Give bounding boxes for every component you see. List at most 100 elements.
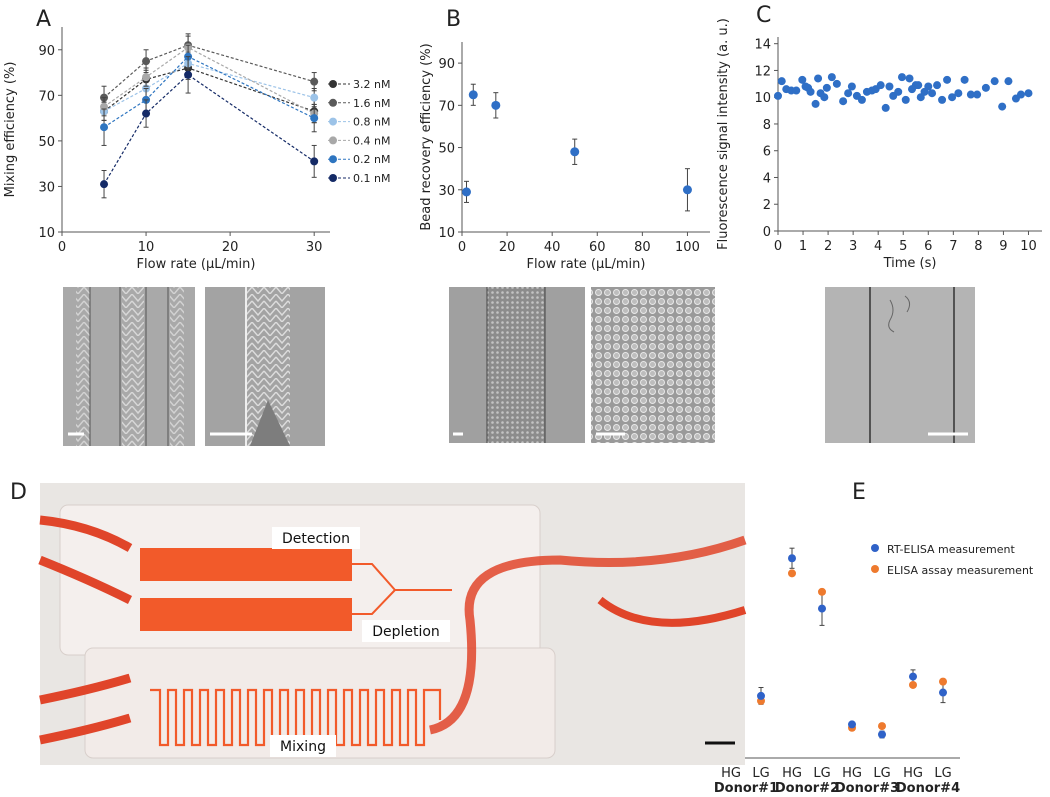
data-point bbox=[990, 77, 999, 86]
device-photo: Detection Depletion Mixing bbox=[38, 483, 747, 765]
data-point bbox=[876, 81, 885, 90]
data-point bbox=[928, 89, 937, 98]
chart-e-insulin: 02468101214Insulin conc. (nM)HGLGHGLGHGL… bbox=[651, 517, 1034, 796]
x-tick-label: 7 bbox=[949, 239, 957, 254]
x-tick-label: 20 bbox=[499, 240, 516, 255]
detection-chamber bbox=[140, 548, 352, 581]
x-tick-label: 6 bbox=[924, 239, 932, 254]
y-tick-label: 2 bbox=[763, 198, 771, 213]
x-tick-label: HG bbox=[903, 766, 923, 781]
data-point bbox=[142, 109, 151, 118]
y-tick-label: 70 bbox=[38, 89, 55, 104]
x-tick-label: 0 bbox=[458, 240, 466, 255]
data-point bbox=[857, 95, 866, 104]
x-tick-label: LG bbox=[934, 766, 951, 781]
data-point bbox=[897, 73, 906, 82]
x-tick-label: LG bbox=[813, 766, 830, 781]
micrograph-a-left bbox=[63, 287, 195, 446]
x-tick-label: HG bbox=[842, 766, 862, 781]
data-point bbox=[827, 73, 836, 82]
data-point bbox=[792, 86, 801, 95]
x-tick-label: 5 bbox=[899, 239, 907, 254]
data-point bbox=[682, 185, 692, 195]
data-point-rt-elisa bbox=[878, 730, 886, 739]
data-point bbox=[981, 83, 990, 92]
legend-marker bbox=[871, 544, 879, 552]
group-label: Donor#2 bbox=[775, 781, 839, 793]
y-tick-label: 8 bbox=[763, 118, 771, 133]
data-point bbox=[847, 82, 856, 91]
x-tick-label: 60 bbox=[589, 240, 606, 255]
x-tick-label: 2 bbox=[824, 239, 832, 254]
depletion-chamber bbox=[140, 598, 352, 631]
label-detection: Detection bbox=[282, 531, 350, 547]
data-point bbox=[998, 102, 1007, 111]
data-point bbox=[822, 83, 831, 92]
data-point-rt-elisa bbox=[818, 604, 826, 613]
data-point bbox=[811, 99, 820, 108]
legend-marker bbox=[329, 98, 337, 107]
y-axis-label: Mixing efficiency (%) bbox=[3, 62, 18, 198]
label-depletion: Depletion bbox=[372, 624, 440, 640]
data-point bbox=[832, 79, 841, 88]
legend-label: 3.2 nM bbox=[353, 78, 390, 91]
data-point bbox=[924, 82, 933, 91]
data-point-rt-elisa bbox=[939, 688, 947, 697]
label-mixing: Mixing bbox=[280, 739, 326, 755]
data-point-elisa bbox=[788, 569, 796, 578]
y-tick-label: 50 bbox=[38, 135, 55, 150]
x-tick-label: 40 bbox=[544, 240, 561, 255]
x-tick-label: 80 bbox=[634, 240, 651, 255]
y-tick-label: 30 bbox=[38, 180, 55, 195]
x-tick-label: 0 bbox=[58, 240, 66, 255]
data-point-elisa bbox=[939, 677, 947, 686]
data-point bbox=[806, 87, 815, 96]
legend-label: ELISA assay measurement bbox=[887, 564, 1034, 577]
data-point-elisa bbox=[818, 587, 826, 596]
group-label: Donor#1 bbox=[714, 781, 778, 793]
x-tick-label: 20 bbox=[222, 240, 239, 255]
x-axis-label: Flow rate (µL/min) bbox=[137, 257, 256, 272]
group-label: Donor#3 bbox=[835, 781, 899, 793]
data-point bbox=[954, 89, 963, 98]
data-point-rt-elisa bbox=[757, 691, 765, 700]
data-point bbox=[901, 95, 910, 104]
series-line bbox=[103, 62, 315, 112]
x-tick-label: 9 bbox=[999, 239, 1007, 254]
data-point-rt-elisa bbox=[788, 554, 796, 563]
legend-marker bbox=[329, 174, 337, 182]
data-point bbox=[798, 75, 807, 84]
series-line bbox=[103, 74, 315, 185]
data-point bbox=[905, 74, 914, 83]
legend-label: RT-ELISA measurement bbox=[887, 543, 1015, 556]
data-point bbox=[184, 70, 193, 79]
data-point bbox=[973, 90, 982, 99]
data-point bbox=[844, 89, 853, 98]
data-point bbox=[938, 95, 947, 104]
data-point-elisa bbox=[878, 722, 886, 731]
data-point bbox=[310, 157, 319, 166]
data-point bbox=[966, 90, 975, 99]
legend-label: 0.4 nM bbox=[353, 134, 390, 147]
data-point bbox=[814, 74, 823, 83]
x-tick-label: 0 bbox=[774, 239, 782, 254]
micrograph-c bbox=[825, 287, 975, 443]
x-tick-label: 10 bbox=[138, 240, 155, 255]
y-tick-label: 70 bbox=[438, 99, 455, 114]
data-point bbox=[881, 103, 890, 112]
data-point bbox=[142, 57, 151, 66]
data-point-rt-elisa bbox=[909, 672, 917, 681]
data-point bbox=[310, 77, 319, 86]
y-tick-label: 0 bbox=[763, 225, 771, 240]
micrograph-a-right bbox=[205, 287, 325, 446]
data-point bbox=[948, 93, 957, 102]
y-tick-label: 10 bbox=[438, 226, 455, 241]
y-tick-label: 90 bbox=[438, 57, 455, 72]
x-tick-label: 4 bbox=[874, 239, 882, 254]
data-point bbox=[491, 100, 501, 110]
series-line bbox=[103, 67, 315, 112]
x-axis-label: Flow rate (µL/min) bbox=[527, 257, 646, 272]
data-point bbox=[914, 81, 923, 90]
